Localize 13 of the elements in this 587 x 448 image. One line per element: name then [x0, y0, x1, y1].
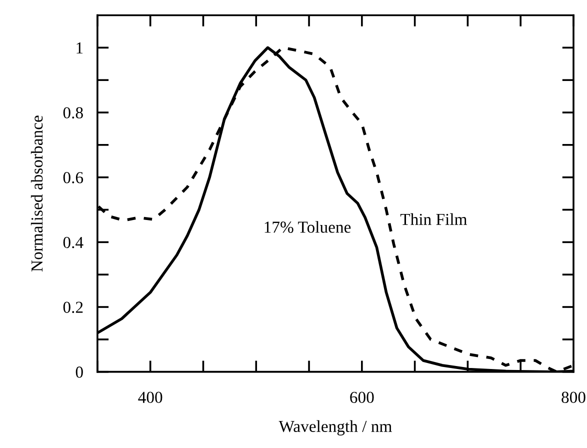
- y-tick-label: 0.8: [63, 107, 83, 119]
- series-label: 17% Toluene: [264, 221, 351, 233]
- y-tick-label: 1: [76, 42, 83, 54]
- series-label: Thin Film: [400, 213, 468, 225]
- x-tick-label: 800: [562, 392, 586, 404]
- x-axis-title: Wavelength / nm: [278, 420, 392, 436]
- x-tick-label: 400: [138, 392, 162, 404]
- x-tick-label: 600: [350, 392, 374, 404]
- y-tick-label: 0.2: [63, 302, 83, 314]
- y-tick-label: 0.6: [63, 172, 84, 184]
- y-tick-label: 0: [76, 366, 83, 378]
- y-axis-title: Normalised absorbance: [30, 116, 43, 272]
- y-tick-label: 0.4: [63, 236, 84, 248]
